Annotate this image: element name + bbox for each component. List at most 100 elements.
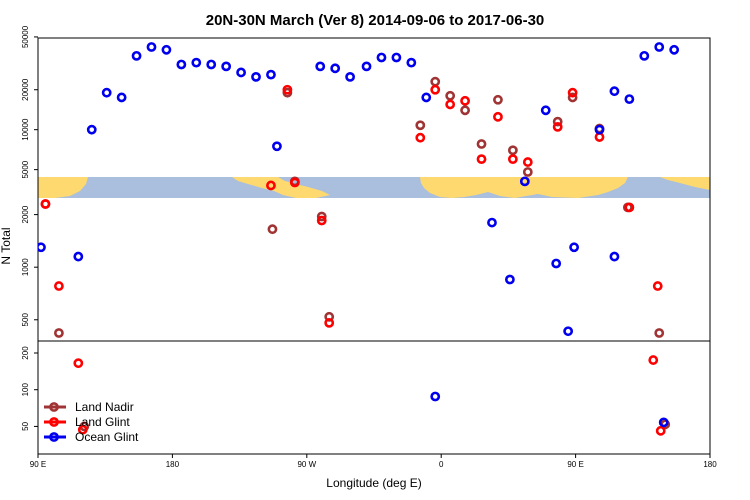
data-point <box>669 44 680 55</box>
data-point <box>191 57 202 68</box>
data-point <box>54 281 64 291</box>
legend-marker <box>49 402 59 412</box>
x-tick-label: 180 <box>703 460 717 469</box>
data-point <box>493 111 503 122</box>
data-point <box>361 61 372 72</box>
data-point <box>40 199 51 209</box>
data-points <box>38 42 680 436</box>
data-point <box>430 84 441 95</box>
chart-title: 20N-30N March (Ver 8) 2014-09-06 to 2017… <box>206 12 545 29</box>
y-tick-label: 5000 <box>21 160 30 178</box>
data-point <box>493 94 503 105</box>
data-point <box>161 44 172 55</box>
x-axis: 90 E 180 90 W 0 90 E 180 <box>30 454 717 469</box>
world-map-strip <box>38 177 710 198</box>
data-point <box>376 52 387 63</box>
landmass-shape <box>660 177 710 190</box>
data-point <box>251 71 261 82</box>
legend-marker <box>49 417 59 427</box>
data-point <box>624 202 635 213</box>
legend-label: Ocean Glint <box>75 430 139 444</box>
data-point <box>221 61 232 72</box>
data-point <box>316 211 327 222</box>
data-point <box>567 87 578 98</box>
y-tick-label: 2000 <box>21 205 30 223</box>
data-point <box>445 90 456 101</box>
data-point <box>648 355 659 365</box>
data-point <box>552 121 563 132</box>
y-axis: 5000 10000 20000 50000 500 1000 2000 50 100 200 <box>21 25 38 431</box>
x-tick-label: 90 E <box>567 460 583 469</box>
y-tick-label: 200 <box>21 346 30 360</box>
data-point <box>316 215 327 226</box>
y-tick-label: 50000 <box>21 25 30 48</box>
y-tick-label: 1000 <box>21 258 30 276</box>
data-point <box>282 84 293 95</box>
data-point <box>594 124 605 135</box>
x-tick-label: 0 <box>439 460 444 469</box>
data-point <box>176 59 187 70</box>
data-point <box>540 105 551 116</box>
data-point <box>116 92 127 103</box>
data-point <box>460 95 470 106</box>
data-point <box>655 425 666 436</box>
data-point <box>86 124 97 135</box>
x-tick-label: 180 <box>166 460 180 469</box>
data-point <box>445 99 456 110</box>
x-axis-label: Longitude (deg E) <box>326 476 421 490</box>
data-point <box>519 176 530 187</box>
data-point <box>131 50 142 61</box>
data-point <box>522 167 533 177</box>
data-point <box>315 61 326 72</box>
data-point <box>391 52 402 63</box>
data-point <box>206 59 217 70</box>
data-point <box>430 391 441 402</box>
legend-label: Land Glint <box>75 415 130 429</box>
y-tick-label: 20000 <box>21 78 30 101</box>
data-point <box>609 251 620 262</box>
y-tick-label: 500 <box>21 313 30 327</box>
data-point <box>522 157 533 167</box>
data-point <box>624 94 635 105</box>
data-point <box>415 132 426 143</box>
data-point <box>77 424 88 435</box>
data-point <box>567 92 578 103</box>
data-point <box>460 105 470 116</box>
data-point <box>73 358 84 369</box>
plot-frame <box>37 37 711 455</box>
data-point <box>654 42 665 52</box>
data-point <box>609 86 620 97</box>
data-point <box>563 326 574 337</box>
data-point <box>507 154 518 165</box>
legend-label: Land Nadir <box>75 400 134 414</box>
data-point <box>236 67 246 78</box>
data-point <box>639 50 650 61</box>
data-point <box>551 258 562 269</box>
data-point <box>658 417 669 428</box>
landmass-shape <box>38 177 88 198</box>
data-point <box>421 92 432 103</box>
data-point <box>289 177 300 188</box>
y-tick-label: 50 <box>21 421 30 430</box>
y-tick-label: 100 <box>21 382 30 396</box>
data-point <box>266 69 276 80</box>
data-point <box>54 328 64 338</box>
data-point <box>101 87 112 98</box>
data-point <box>272 141 282 152</box>
data-point <box>146 42 157 52</box>
y-axis-label: N Total <box>0 227 13 264</box>
landmass-shape <box>420 177 628 198</box>
data-point <box>406 57 417 68</box>
x-tick-label: 90 E <box>30 460 46 469</box>
landmass-shape <box>232 177 330 198</box>
data-point <box>652 281 663 291</box>
data-point <box>569 242 580 253</box>
data-point <box>415 120 426 131</box>
y-tick-label: 10000 <box>21 118 30 141</box>
data-point <box>267 224 278 235</box>
data-point <box>266 180 276 191</box>
data-point <box>476 139 487 149</box>
data-point <box>324 317 335 328</box>
